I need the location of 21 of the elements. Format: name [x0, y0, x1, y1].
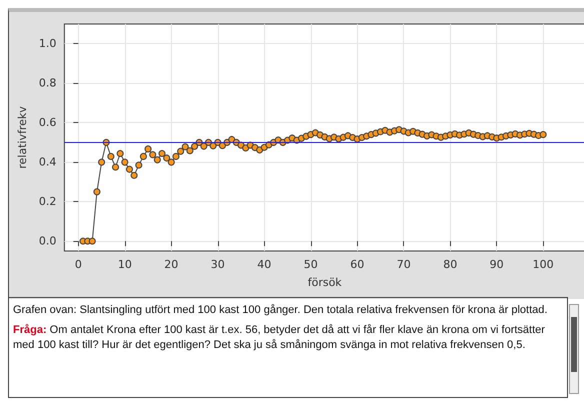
text: Grafen ovan: Slantsingling utfört med 100 kast 100 gånger. Den totala relativa frekvensen för krona är plottad. [13, 303, 548, 318]
x-axis-title: försök [308, 276, 342, 289]
text: Fråga: [13, 324, 47, 336]
y-axis-title: relativfrekv [16, 106, 29, 169]
x-tick-label: 10 [118, 258, 132, 271]
x-tick-label: 90 [490, 258, 504, 271]
x-tick-label: 30 [210, 258, 225, 271]
y-tick-label: 0.0 [38, 234, 56, 248]
x-tick-label: 80 [443, 258, 458, 271]
x-tick-label: 60 [350, 258, 364, 271]
x-tick-label: 70 [396, 258, 411, 271]
x-tick-label: 50 [304, 258, 318, 271]
x-tick-label: 100 [532, 258, 554, 271]
x-tick-label: 20 [164, 258, 178, 271]
y-tick-label: 0.4 [38, 156, 56, 169]
x-tick-label: 0 [74, 258, 82, 271]
y-tick-label: 0.8 [38, 76, 56, 90]
y-tick-label: 0.6 [38, 116, 56, 130]
y-tick-label: 1.0 [38, 37, 56, 50]
x-tick-label: 40 [257, 258, 272, 271]
y-tick-label: 0.2 [38, 195, 56, 208]
